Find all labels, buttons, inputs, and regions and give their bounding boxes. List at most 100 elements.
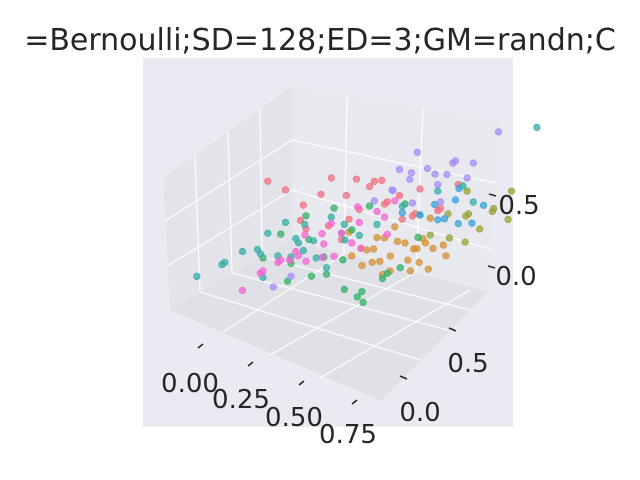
data-point-s1-p14 <box>363 246 371 254</box>
data-point-s1-p15 <box>393 237 402 245</box>
floor-pane <box>170 240 488 401</box>
data-point-s2-p6 <box>488 207 497 215</box>
data-point-s3-p10 <box>378 274 387 283</box>
x-tick-label-3: 0.75 <box>319 420 377 450</box>
data-point-s7-p17 <box>354 203 362 211</box>
data-point-s1-p22 <box>386 252 395 260</box>
data-point-s7-p12 <box>277 256 285 264</box>
data-point-s0-p10 <box>383 198 391 206</box>
data-point-s5-p2 <box>434 216 442 224</box>
data-point-s1-p21 <box>429 244 437 252</box>
data-point-s7-p14 <box>391 197 399 205</box>
data-point-s6-p5 <box>408 199 417 207</box>
data-point-s7-p20 <box>357 244 365 252</box>
data-point-s6-p15 <box>407 169 416 177</box>
data-point-s4-p10 <box>355 231 363 239</box>
data-point-s1-p16 <box>368 258 376 266</box>
data-point-s1-p6 <box>421 239 430 247</box>
data-point-s7-p8 <box>294 252 303 260</box>
data-point-s6-p13 <box>431 170 439 178</box>
data-point-s7-p22 <box>238 286 247 295</box>
data-point-s2-p9 <box>504 215 512 224</box>
data-point-s7-p2 <box>302 257 310 265</box>
data-point-s3-p9 <box>277 230 285 238</box>
data-point-s6-p6 <box>413 148 421 156</box>
data-point-s7-p5 <box>355 218 363 226</box>
data-point-s6-p7 <box>449 159 457 167</box>
data-point-s1-p5 <box>348 252 356 260</box>
data-point-s6-p2 <box>423 164 432 173</box>
data-point-s4-p13 <box>327 213 335 221</box>
data-point-s6-p18 <box>463 174 471 182</box>
data-point-s2-p4 <box>461 238 469 246</box>
data-point-s4-p12 <box>264 229 272 237</box>
data-point-s3-p5 <box>353 293 361 301</box>
data-point-s3-p20 <box>414 233 422 241</box>
data-point-s5-p3 <box>479 201 488 209</box>
data-point-s2-p3 <box>462 212 470 220</box>
data-point-s7-p11 <box>327 219 335 228</box>
z-tick-label-1: 0.5 <box>498 191 539 221</box>
data-point-s6-p14 <box>443 170 451 179</box>
data-point-s4-p20 <box>434 187 442 195</box>
data-point-s3-p17 <box>339 256 347 264</box>
data-point-s4-p15 <box>322 264 331 272</box>
data-point-s5-p1 <box>451 196 460 204</box>
x-tick-label-2: 0.50 <box>265 403 323 433</box>
data-point-s4-p14 <box>373 221 381 229</box>
data-point-s0-p0 <box>264 177 272 185</box>
data-point-s5-p7 <box>468 219 476 227</box>
data-point-s3-p8 <box>365 202 374 210</box>
data-point-s0-p16 <box>342 191 350 200</box>
z-tick-label-0: 0.0 <box>495 262 536 292</box>
data-point-s5-p8 <box>431 200 439 209</box>
data-point-s6-p12 <box>395 166 404 174</box>
data-point-s4-p25 <box>341 236 349 244</box>
data-point-s7-p4 <box>337 229 346 237</box>
data-point-s6-p9 <box>370 197 378 205</box>
data-point-s3-p11 <box>383 269 391 277</box>
data-point-s1-p27 <box>415 258 423 267</box>
data-point-s4-p23 <box>340 220 348 228</box>
data-point-s0-p1 <box>281 186 290 194</box>
data-point-s0-p8 <box>299 201 307 209</box>
data-point-s4-p11 <box>299 247 307 255</box>
data-point-s3-p21 <box>284 277 292 285</box>
data-point-s7-p19 <box>286 256 294 264</box>
data-point-s6-p19 <box>389 186 397 195</box>
data-point-s3-p15 <box>307 272 316 280</box>
data-point-s4-p18 <box>218 261 226 269</box>
data-point-s7-p3 <box>320 240 328 248</box>
data-point-s1-p11 <box>391 223 399 231</box>
data-point-s2-p5 <box>444 210 452 218</box>
data-point-s6-p11 <box>494 128 503 136</box>
data-point-s3-p4 <box>358 288 366 296</box>
data-point-s2-p11 <box>476 225 484 233</box>
data-point-s1-p25 <box>410 245 418 253</box>
data-point-s4-p27 <box>193 272 201 281</box>
data-point-s7-p21 <box>318 253 327 261</box>
data-point-s5-p6 <box>455 184 463 193</box>
tick-marks <box>197 193 497 405</box>
data-point-s4-p28 <box>301 220 309 228</box>
data-point-s2-p10 <box>463 187 471 195</box>
data-point-s1-p3 <box>376 257 384 265</box>
data-point-s0-p3 <box>327 174 335 182</box>
points-layer <box>193 123 541 307</box>
data-point-s7-p15 <box>259 267 267 275</box>
data-point-s7-p16 <box>318 230 326 238</box>
data-point-s4-p4 <box>309 237 318 245</box>
data-point-s0-p15 <box>436 204 445 212</box>
data-point-s1-p17 <box>426 214 434 222</box>
data-point-s0-p18 <box>398 215 406 223</box>
data-point-s0-p9 <box>345 215 353 223</box>
y-tick-label-0: 0.0 <box>399 398 440 428</box>
data-point-s4-p16 <box>398 202 406 210</box>
data-point-s3-p2 <box>322 270 331 278</box>
data-point-s4-p24 <box>253 245 262 254</box>
data-point-s3-p19 <box>359 298 367 307</box>
data-point-s0-p22 <box>395 192 404 200</box>
data-point-s1-p1 <box>373 234 381 242</box>
data-point-s0-p17 <box>365 183 374 191</box>
